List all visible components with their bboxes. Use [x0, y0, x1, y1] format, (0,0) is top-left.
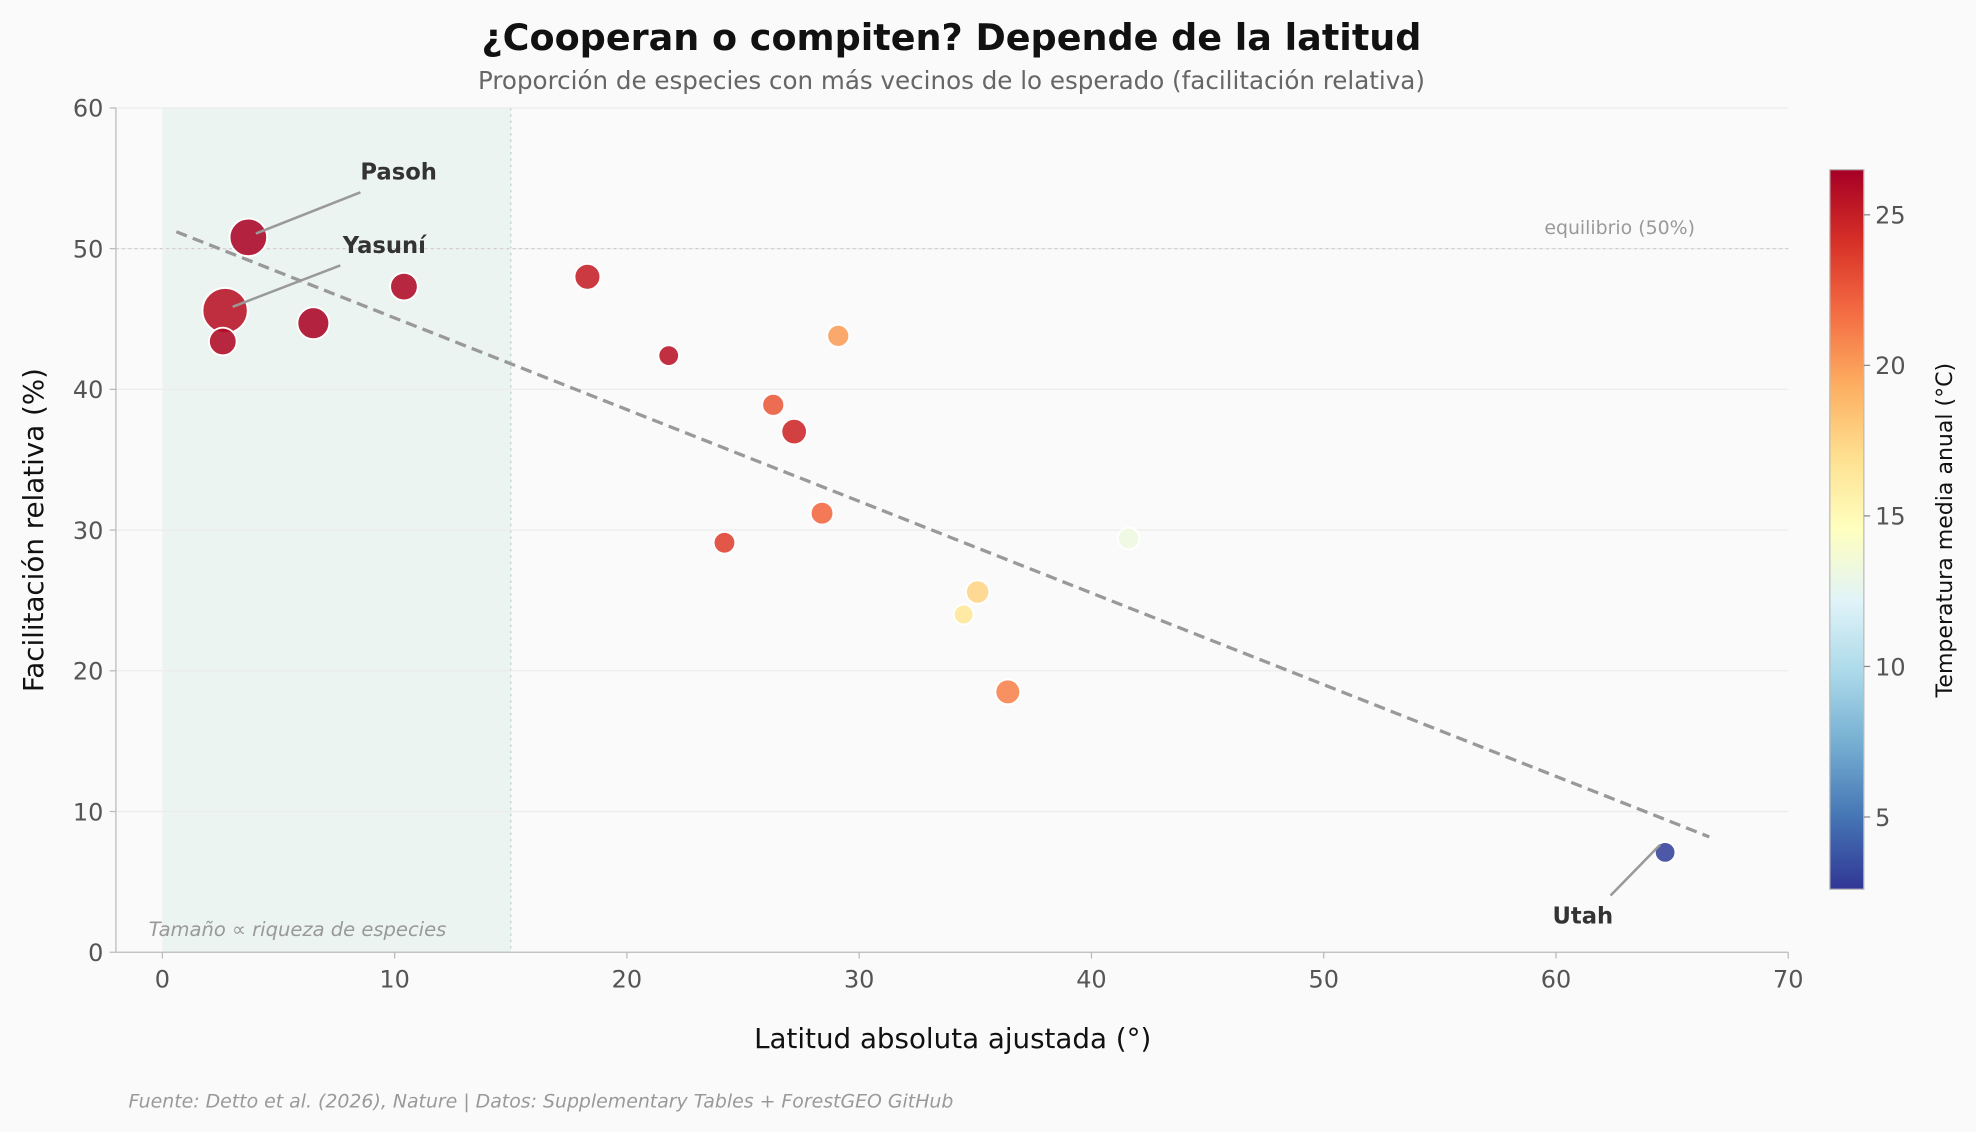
y-tick-label: 30 [73, 517, 103, 545]
annotation-arrow [1609, 843, 1661, 897]
data-point [657, 344, 681, 367]
data-point [780, 417, 808, 446]
data-point [826, 323, 851, 348]
data-point-yasuní [201, 286, 249, 335]
annotation-arrow [255, 191, 361, 235]
data-point [712, 530, 737, 555]
data-point [1116, 526, 1141, 551]
trend-line [175, 230, 1710, 839]
data-point [994, 678, 1022, 706]
data-point [952, 603, 975, 626]
y-tick-label: 20 [73, 658, 103, 686]
data-point [296, 306, 331, 341]
colorbar-tick-label: 25 [1875, 202, 1905, 230]
x-tick-label: 60 [1541, 966, 1571, 994]
y-tick-label: 10 [73, 798, 103, 826]
data-point-utah [1653, 841, 1677, 864]
y-tick-label: 50 [73, 235, 103, 263]
colorbar-tick-label: 5 [1875, 804, 1890, 832]
colorbar-label: Temperatura media anual (°C) [1933, 363, 1958, 699]
x-tick-label: 20 [612, 966, 642, 994]
data-point [389, 271, 419, 302]
x-axis-label: Latitud absoluta ajustada (°) [754, 1022, 1151, 1055]
x-tick-label: 50 [1308, 966, 1338, 994]
x-tick-label: 0 [155, 966, 170, 994]
y-tick-label: 40 [73, 376, 103, 404]
data-point [761, 392, 786, 417]
colorbar-tick-label: 20 [1875, 352, 1905, 380]
data-point [964, 579, 991, 605]
x-tick-label: 10 [379, 966, 409, 994]
data-point [809, 500, 835, 526]
x-tick-label: 30 [844, 966, 874, 994]
annotation-label: Utah [1552, 903, 1613, 929]
annotation-label: Pasoh [360, 160, 437, 186]
reference-line-label: equilibrio (50%) [1544, 217, 1695, 239]
chart-title: ¿Cooperan o compiten? Depende de la lati… [481, 16, 1421, 59]
data-point [573, 262, 602, 291]
x-tick-label: 40 [1076, 966, 1106, 994]
data-point-pasoh [228, 217, 269, 258]
data-point [207, 326, 238, 357]
x-tick-label: 70 [1773, 966, 1803, 994]
chart-subtitle: Proporción de especies con más vecinos d… [478, 66, 1425, 95]
y-tick-label: 60 [73, 95, 103, 123]
annotation-label: Yasuní [342, 233, 427, 259]
y-axis-label: Facilitación relativa (%) [17, 368, 50, 692]
y-tick-label: 0 [88, 939, 103, 967]
size-note: Tamaño ∝ riqueza de especies [149, 918, 447, 941]
annotation-arrow [232, 264, 341, 308]
footer-source: Fuente: Detto et al. (2026), Nature | Da… [129, 1090, 954, 1112]
colorbar-tick-label: 15 [1875, 503, 1905, 531]
plot-area: 0 10 20 30 40 50 60 0 10 20 30 40 50 60 70 Pasoh Yasuní U… [73, 95, 1804, 994]
colorbar [1829, 169, 1865, 890]
colorbar-tick-label: 10 [1875, 653, 1905, 681]
